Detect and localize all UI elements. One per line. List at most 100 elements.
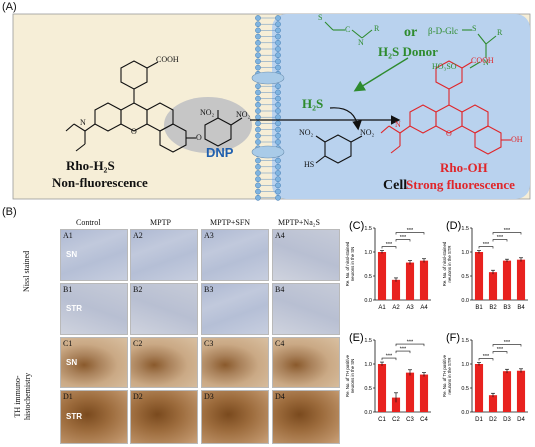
glucosinolate-structure [462,29,497,69]
region-label: STR [66,412,82,421]
cooh-left: COOH [156,55,179,64]
significance-bracket [478,246,494,249]
panel-label: (D) [446,220,461,232]
micrograph-b4: B4 [272,283,340,335]
significance-label: *** [407,339,414,345]
panel-a: (A) [0,0,535,205]
lipid-head [275,194,281,201]
lipid-head [275,64,281,71]
lipid-head [255,52,261,59]
micrograph-a4: A4 [272,229,340,281]
bar [502,260,512,300]
micrograph-label: C4 [275,339,285,348]
bar [488,272,498,300]
micrograph-label: B2 [133,285,143,294]
panel-label: (F) [446,332,460,344]
n-right: N [395,120,401,129]
micrograph-a2: A2 [130,229,198,281]
panel-label: (C) [349,220,364,232]
chart-c: (C) Re. No. of nissl-stainedneurons in th… [345,218,437,335]
lipid-head [255,101,261,108]
x-tick-label: C3 [406,417,414,423]
no2-dnp-2: NO₂ [236,110,251,119]
micrograph-label: D3 [204,392,214,401]
lipid-head [275,83,281,90]
y-tick-label: 1.0 [461,362,469,368]
chart-svg: (C) Re. No. of nissl-stainedneurons in th… [345,220,431,311]
s-isothiocyanate: S [318,13,323,22]
lipid-head [275,89,281,96]
cell-interior [272,14,530,199]
cell-label: Cell [383,178,408,193]
micrograph-label: C1 [63,339,73,348]
significance-bracket [492,232,522,235]
y-tick-label: 0.0 [461,298,469,304]
x-tick-label: B4 [517,305,525,311]
column-header-mptp-sfn: MPTP+SFN [210,218,251,227]
micrograph-label: B3 [204,285,214,294]
lipid-head [275,15,281,21]
y-axis-label: Re. No. of nissl-stainedneurons in the S… [345,241,355,286]
bar [377,252,387,300]
micrograph-label: A1 [63,231,73,240]
lipid-head [255,89,261,96]
lipid-head [255,194,261,201]
lipid-head [275,114,281,121]
lipid-head [255,157,261,164]
micrograph-label: B1 [63,285,73,294]
significance-label: *** [407,228,414,234]
dnp-ring [204,110,243,147]
lipid-head [275,132,281,139]
bar [405,372,415,412]
x-tick-label: C4 [420,417,428,423]
x-tick-label: A1 [378,305,386,311]
y-tick-label: 0.5 [461,274,469,280]
probe-state: Non-fluorescence [52,175,148,190]
lipid-head [255,83,261,90]
beta-d-glc: β-D-Glc [428,26,459,36]
r-isothiocyanate: R [374,24,380,33]
lipid-head [255,46,261,52]
micrograph-c1: C1 SN [60,337,128,388]
row-group-nissl: Nissl stained [22,250,31,292]
cooh-right: COOH [471,56,494,65]
lipid-head [275,21,281,28]
lipid-head [255,95,261,102]
y-tick-label: 0.0 [364,298,372,304]
chart-svg: (E) Re. No. of TH positiveneurons in the … [345,332,431,423]
micrograph-d1: D1 STR [60,390,128,444]
micrograph-b1: B1 STR [60,283,128,335]
bar [516,370,526,412]
x-tick-label: C1 [378,417,386,423]
o-right: O [446,129,452,138]
significance-bracket [478,358,494,361]
significance-label: *** [483,354,490,360]
micrograph-label: C3 [204,339,214,348]
micrograph-d4: D4 [272,390,340,444]
micrograph-label: A2 [133,231,143,240]
bar [516,259,526,300]
lipid-head [275,170,281,176]
x-tick-label: B1 [475,305,483,311]
micrograph-c3: C3 [201,337,269,388]
region-label: SN [66,250,78,259]
micrograph-label: A4 [275,231,285,240]
y-tick-label: 1.5 [461,338,469,344]
lipid-head [255,64,261,71]
lipid-head [275,157,281,164]
lipid-head [275,95,281,102]
lipid-head [255,188,261,195]
significance-label: *** [386,242,393,248]
dnp-label: DNP [206,145,234,160]
rho-h2s-structure [65,60,196,153]
product-name: Rho-OH [440,160,488,175]
lipid-head [275,52,281,59]
lipid-head [255,170,261,176]
chart-f: (F) Re. No. of TH positiveneurons in the … [442,330,534,447]
product-state: Strong fluorescence [406,177,515,192]
micrograph-label: D4 [275,392,285,401]
dnp-fragment [315,134,363,164]
column-header-control: Control [76,218,101,227]
bar [391,397,401,412]
lipid-head [275,182,281,189]
